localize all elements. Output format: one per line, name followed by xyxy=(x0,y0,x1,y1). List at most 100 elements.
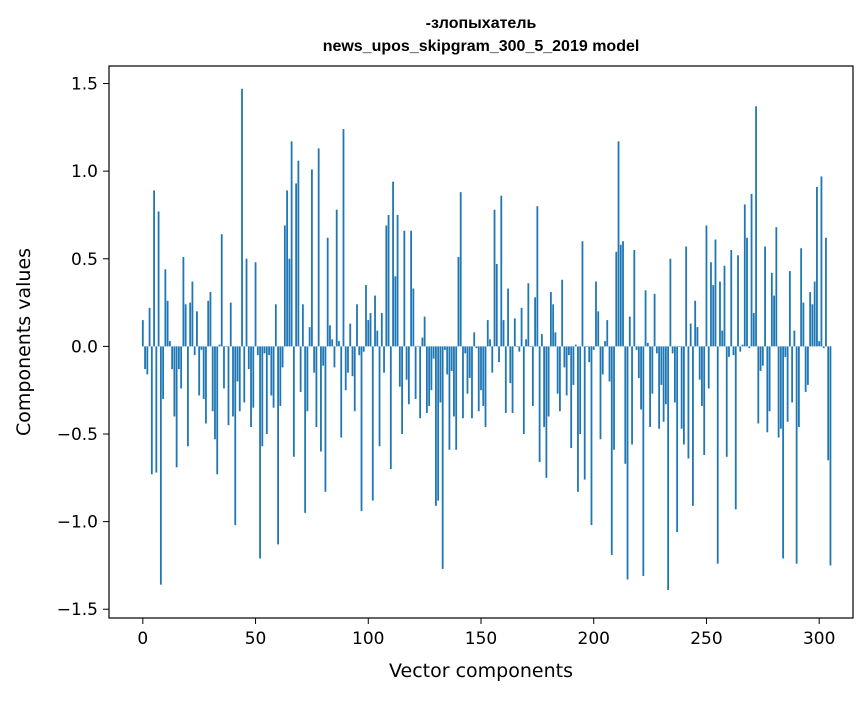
bar xyxy=(196,311,198,347)
bar xyxy=(180,346,183,389)
bar xyxy=(820,176,823,347)
bar xyxy=(331,339,334,347)
x-tick-label: 300 xyxy=(803,629,835,649)
bar xyxy=(619,244,622,347)
bar xyxy=(673,346,676,403)
bar xyxy=(407,346,410,405)
bar xyxy=(450,346,453,371)
bar xyxy=(671,346,674,354)
bar xyxy=(232,346,234,417)
bar xyxy=(356,304,358,347)
bar xyxy=(387,214,390,347)
bar xyxy=(777,346,780,438)
bar xyxy=(401,346,403,434)
bar xyxy=(441,346,444,569)
bar xyxy=(791,346,794,403)
bar xyxy=(646,342,649,347)
bar xyxy=(437,346,440,501)
bar xyxy=(432,346,435,359)
bar xyxy=(304,346,307,513)
bar xyxy=(635,346,638,350)
bar xyxy=(761,346,764,366)
bar xyxy=(376,330,379,347)
bar xyxy=(297,160,300,347)
bar xyxy=(236,346,239,382)
bar xyxy=(513,318,516,347)
bar xyxy=(292,346,295,457)
bar xyxy=(320,346,322,452)
bar xyxy=(238,346,241,412)
bar xyxy=(200,346,203,350)
bar xyxy=(254,262,257,347)
bar xyxy=(631,346,633,445)
bar xyxy=(378,346,381,447)
bar xyxy=(590,346,593,526)
bar xyxy=(516,346,518,347)
bar xyxy=(295,183,298,347)
bar xyxy=(486,320,489,347)
bar xyxy=(308,327,311,347)
bar xyxy=(489,339,491,347)
bar xyxy=(202,346,205,399)
bar xyxy=(597,311,600,347)
chart-title-line2: news_upos_skipgram_300_5_2019 model xyxy=(323,38,640,55)
bar xyxy=(552,304,555,347)
bar xyxy=(613,346,615,450)
bar xyxy=(705,225,708,347)
bar xyxy=(599,346,602,440)
bar xyxy=(626,346,629,580)
x-tick-label: 250 xyxy=(690,629,722,649)
bar xyxy=(680,346,683,429)
bar xyxy=(664,346,667,405)
bar xyxy=(448,346,451,450)
x-tick-label: 100 xyxy=(352,629,384,649)
bar xyxy=(606,320,609,347)
bar xyxy=(568,346,570,356)
bar xyxy=(207,300,210,347)
bar xyxy=(586,346,588,347)
bar xyxy=(804,346,807,392)
bar xyxy=(696,327,699,347)
bar xyxy=(640,346,642,410)
bar xyxy=(150,346,153,475)
bar xyxy=(340,346,343,438)
bar xyxy=(549,292,552,347)
bar xyxy=(484,346,487,427)
bar xyxy=(216,346,219,475)
bar xyxy=(536,206,539,347)
bar xyxy=(374,295,376,347)
bar xyxy=(410,230,413,347)
bar xyxy=(380,313,383,347)
bar xyxy=(159,346,162,585)
bar xyxy=(770,272,773,347)
bar xyxy=(775,227,778,347)
bar xyxy=(403,230,406,347)
bar xyxy=(825,237,827,347)
bar xyxy=(651,346,654,394)
bar xyxy=(283,225,286,347)
bar xyxy=(653,293,656,347)
bar xyxy=(439,346,442,403)
bar xyxy=(209,292,212,347)
bar xyxy=(250,346,252,427)
bar xyxy=(349,323,352,347)
bar xyxy=(739,346,742,352)
bar xyxy=(531,346,534,406)
bar xyxy=(601,346,604,375)
bar xyxy=(175,346,178,468)
bar xyxy=(324,346,327,492)
bar xyxy=(547,346,550,417)
bar xyxy=(667,346,670,590)
bar xyxy=(416,346,419,347)
bar xyxy=(471,346,473,419)
bar xyxy=(509,346,512,384)
bar xyxy=(256,346,259,356)
bar xyxy=(660,346,663,385)
y-tick-label: 0.0 xyxy=(71,337,98,357)
bar xyxy=(342,129,345,347)
y-axis-label: Components values xyxy=(13,248,35,436)
bar xyxy=(164,269,167,347)
bar xyxy=(365,285,367,347)
bar xyxy=(329,325,331,347)
bar xyxy=(166,300,169,347)
